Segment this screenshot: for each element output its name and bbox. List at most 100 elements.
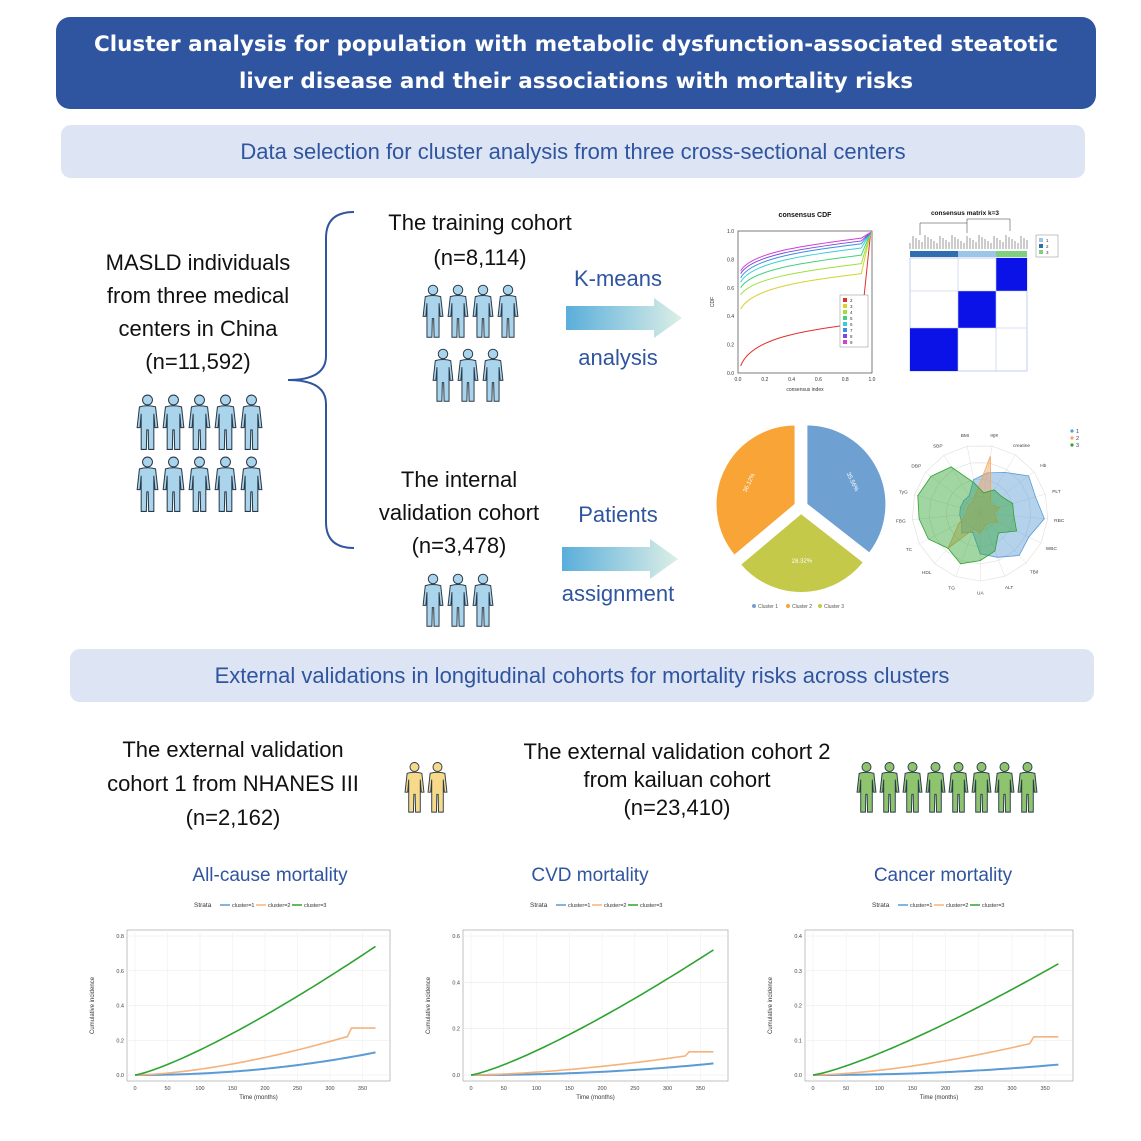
km-x-tick: 150 xyxy=(908,1086,917,1092)
radar-axis-label: FBG xyxy=(896,519,906,525)
cdf-legend-label: 9 xyxy=(850,340,853,345)
radar-legend-dot xyxy=(1070,436,1074,440)
radar-series-2 xyxy=(947,455,1001,550)
radar-axis-label: BMI xyxy=(961,433,970,439)
km-plot-all-cause: Strata cluster=1 cluster=2 cluster=3 0.0 0.2 0… xyxy=(90,902,391,1101)
pie-slice xyxy=(716,423,797,558)
km-x-tick: 300 xyxy=(1007,1086,1016,1092)
km-y-tick: 0.1 xyxy=(794,1038,802,1044)
km-y-tick: 0.0 xyxy=(116,1073,124,1079)
section-title: Data selection for cluster analysis from… xyxy=(240,138,906,164)
km-x-tick: 150 xyxy=(228,1086,237,1092)
km-title-cancer: Cancer mortality xyxy=(873,865,1013,886)
training-count: (n=8,114) xyxy=(433,245,527,270)
km-y-tick: 0.2 xyxy=(452,1027,460,1033)
cdf-legend-swatch xyxy=(843,298,847,302)
km-strata-label: Strata xyxy=(530,902,548,909)
radar-axis-label: DBP xyxy=(911,463,921,469)
km-y-tick: 0.2 xyxy=(116,1038,124,1044)
cdf-legend-swatch xyxy=(843,304,847,308)
external-cohort1-people xyxy=(404,757,448,819)
ext1-line2: cohort 1 from NHANES III xyxy=(107,771,359,796)
km-y-tick: 0.0 xyxy=(452,1073,460,1079)
km-y-tick: 0.0 xyxy=(794,1073,802,1079)
cdf-legend-swatch xyxy=(843,316,847,320)
cdf-legend xyxy=(839,294,869,348)
cdf-x-tick: 0.6 xyxy=(815,377,822,383)
km-x-tick: 0 xyxy=(811,1086,814,1092)
km-title-all-cause: All-cause mortality xyxy=(192,865,348,886)
km-legend-label: cluster=2 xyxy=(604,903,626,909)
radar-series-3 xyxy=(917,466,1018,565)
km-legend-label: cluster=1 xyxy=(232,903,254,909)
km-y-tick: 0.3 xyxy=(794,969,802,975)
ext1-line1: The external validation xyxy=(122,737,344,762)
km-y-tick: 0.6 xyxy=(452,934,460,940)
km-y-tick: 0.6 xyxy=(116,969,124,975)
km-curve-cluster=1 xyxy=(134,1051,376,1076)
cluster-pie-chart: 35.56%28.32%36.12%Cluster 1 Cluster 2 Clus… xyxy=(716,423,886,610)
radar-axis-label: TC xyxy=(906,547,913,553)
person-icon xyxy=(214,394,237,452)
person-icon xyxy=(162,456,185,514)
matrix-title: consensus matrix k=3 xyxy=(931,210,999,217)
person-icon xyxy=(188,394,211,452)
masld-text: MASLD individuals from three medical cen… xyxy=(80,246,316,378)
radar-axis-label: TyG xyxy=(899,490,908,496)
matrix-legend-swatch xyxy=(1039,238,1043,242)
radar-axis-label: Hb xyxy=(1040,463,1046,469)
radar-axis-label: age xyxy=(990,434,998,439)
person-icon xyxy=(971,757,992,819)
consensus-matrix-chart: consensus matrix k=3 123 xyxy=(909,210,1059,372)
km-x-tick: 350 xyxy=(1041,1086,1050,1092)
km-x-tick: 100 xyxy=(532,1086,541,1092)
km-strata-label: Strata xyxy=(872,902,890,909)
person-icon xyxy=(472,571,494,631)
km-x-label: Time (months) xyxy=(576,1095,614,1101)
person-icon xyxy=(925,757,946,819)
pie-legend-label: Cluster 1 xyxy=(758,604,778,610)
cdf-curve-k9 xyxy=(740,231,871,272)
km-curve-cluster=2 xyxy=(470,1051,714,1076)
cdf-legend-label: 6 xyxy=(850,322,853,327)
radar-axis-label: RBC xyxy=(1054,518,1065,524)
km-x-tick: 200 xyxy=(260,1086,269,1092)
km-legend-label: cluster=3 xyxy=(640,903,662,909)
assignment-arrow xyxy=(562,539,678,579)
person-icon xyxy=(1017,757,1038,819)
radar-axis-label: TBil xyxy=(1030,570,1038,576)
radar-grid xyxy=(945,479,1015,548)
bracket-connector xyxy=(287,211,355,549)
radar-axis-label: TG xyxy=(948,585,955,591)
km-curve-cluster=3 xyxy=(134,945,376,1076)
cdf-y-tick: 1.0 xyxy=(727,229,734,235)
km-x-tick: 0 xyxy=(469,1086,472,1092)
km-legend-label: cluster=3 xyxy=(982,903,1004,909)
km-y-label: Cumulative incidence xyxy=(426,976,432,1034)
internal-line2: validation cohort xyxy=(378,500,540,525)
cdf-legend-swatch xyxy=(843,328,847,332)
person-icon xyxy=(457,347,479,405)
km-x-tick: 100 xyxy=(195,1086,204,1092)
cdf-legend-swatch xyxy=(843,334,847,338)
masld-count: (n=11,592) xyxy=(145,349,251,374)
internal-cohort-text: The internal validation cohort (n=3,478) xyxy=(352,463,566,562)
radar-axis-label: ALT xyxy=(1005,585,1014,591)
cdf-x-tick: 1.0 xyxy=(869,377,876,383)
person-icon xyxy=(404,757,425,819)
km-title-cvd: CVD mortality xyxy=(531,865,649,886)
cdf-x-tick: 0.0 xyxy=(735,377,742,383)
km-x-label: Time (months) xyxy=(920,1095,958,1101)
page-title: Cluster analysis for population with met… xyxy=(93,32,1059,94)
km-y-tick: 0.8 xyxy=(116,934,124,940)
radar-legend-dot xyxy=(1070,443,1074,447)
radar-axis-label: SBP xyxy=(933,444,943,450)
person-icon xyxy=(214,456,237,514)
person-icon xyxy=(447,283,469,341)
matrix-block-1 xyxy=(910,328,958,371)
radar-axis-label: UA xyxy=(977,591,984,597)
person-icon xyxy=(447,571,469,631)
km-legend-label: cluster=1 xyxy=(910,903,932,909)
cdf-y-label: CDF xyxy=(710,297,716,307)
person-icon xyxy=(422,283,444,341)
